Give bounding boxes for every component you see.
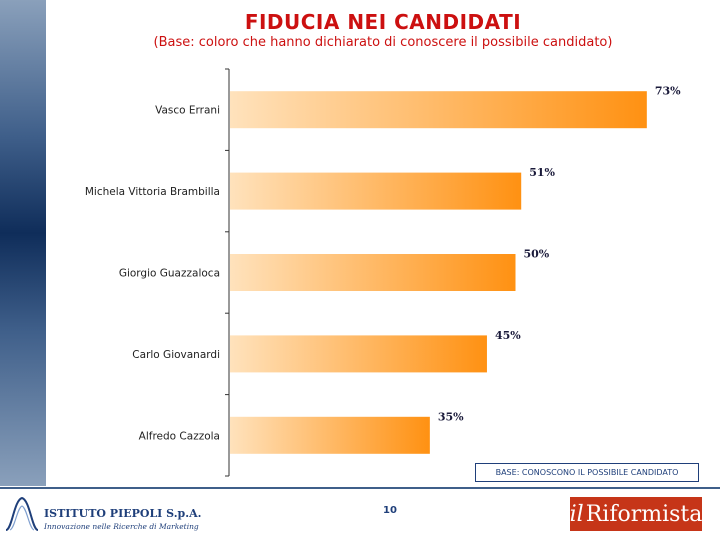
page-number: 10: [383, 505, 397, 516]
chart-subtitle: (Base: coloro che hanno dichiarato di co…: [153, 35, 613, 50]
data-label: 45%: [495, 329, 521, 342]
data-label: 73%: [655, 85, 681, 98]
category-label: Vasco Errani: [155, 105, 220, 117]
category-label: Giorgio Guazzaloca: [119, 268, 220, 280]
bar: [230, 335, 487, 373]
side-band: [0, 0, 46, 486]
riformista-logo-word: Riformista: [585, 501, 702, 527]
bar: [230, 416, 430, 454]
data-label: 50%: [524, 248, 550, 261]
piepoli-logo: ISTITUTO PIEPOLI S.p.A. Innovazione nell…: [4, 494, 204, 538]
category-label: Michela Vittoria Brambilla: [85, 186, 220, 198]
base-note: BASE: CONOSCONO IL POSSIBILE CANDIDATO: [475, 463, 699, 482]
piepoli-name: ISTITUTO PIEPOLI S.p.A.: [44, 507, 202, 520]
riformista-logo-il: il: [570, 501, 584, 527]
bar: [230, 91, 647, 129]
bar: [230, 254, 516, 291]
riformista-logo: il Riformista: [570, 497, 702, 531]
footer-divider: [0, 487, 720, 489]
category-label: Carlo Giovanardi: [132, 349, 220, 361]
piepoli-tagline: Innovazione nelle Ricerche di Marketing: [44, 522, 199, 531]
bar: [230, 172, 522, 210]
chart-title: FIDUCIA NEI CANDIDATI: [244, 10, 522, 34]
data-label: 51%: [529, 166, 555, 179]
data-label: 35%: [438, 410, 464, 423]
piepoli-bell-icon: [5, 496, 39, 531]
category-label: Alfredo Cazzola: [139, 430, 220, 442]
